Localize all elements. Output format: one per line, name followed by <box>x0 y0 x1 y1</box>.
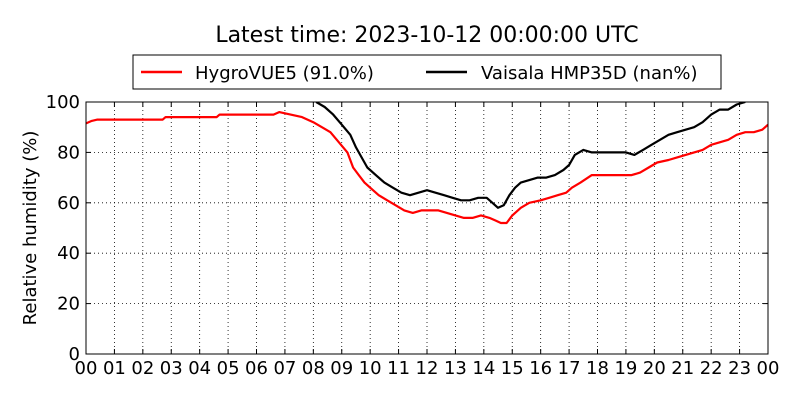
x-tick-label: 17 <box>558 358 581 379</box>
x-tick-label: 00 <box>757 358 780 379</box>
x-tick-label: 00 <box>75 358 98 379</box>
x-tick-label: 06 <box>245 358 268 379</box>
x-tick-label: 18 <box>586 358 609 379</box>
x-tick-label: 15 <box>501 358 524 379</box>
x-tick-label: 21 <box>671 358 694 379</box>
x-tick-label: 04 <box>188 358 211 379</box>
x-tick-label: 11 <box>387 358 410 379</box>
grid <box>86 102 768 354</box>
legend: HygroVUE5 (91.0%) Vaisala HMP35D (nan%) <box>132 54 722 90</box>
x-tick-label: 08 <box>302 358 325 379</box>
x-tick-label: 03 <box>160 358 183 379</box>
y-tick-label: 80 <box>57 142 80 163</box>
y-tick-label: 100 <box>46 92 80 113</box>
plot-frame <box>85 101 769 355</box>
x-tick-label: 23 <box>728 358 751 379</box>
x-tick-label: 20 <box>643 358 666 379</box>
x-tick-label: 01 <box>103 358 126 379</box>
x-tick-label: 22 <box>700 358 723 379</box>
y-tick-label: 40 <box>57 243 80 264</box>
y-tick-label: 60 <box>57 193 80 214</box>
series-line-hygrovue5 <box>86 110 768 225</box>
x-tick-label: 05 <box>217 358 240 379</box>
series-line-vaisala <box>315 102 746 209</box>
chart-title: Latest time: 2023-10-12 00:00:00 UTC <box>215 23 638 48</box>
x-tick-label: 02 <box>131 358 154 379</box>
x-tick-label: 16 <box>529 358 552 379</box>
y-axis-label: Relative humidity (%) <box>20 131 41 326</box>
series-layer <box>86 102 768 225</box>
x-tick-label: 10 <box>359 358 382 379</box>
y-tick-label: 20 <box>57 294 80 315</box>
x-tick-label: 07 <box>273 358 296 379</box>
x-tick-label: 14 <box>472 358 495 379</box>
x-tick-label: 09 <box>330 358 353 379</box>
y-tick-label: 0 <box>69 344 80 365</box>
x-tick-label: 13 <box>444 358 467 379</box>
x-tick-label: 19 <box>614 358 637 379</box>
legend-label-vaisala: Vaisala HMP35D (nan%) <box>481 63 698 84</box>
x-tick-label: 12 <box>416 358 439 379</box>
ticks: 00 01 02 03 04 05 06 07 08 09 10 11 12 13 14 15 16 17 18 19… <box>46 92 780 379</box>
legend-label-hygrovue5: HygroVUE5 (91.0%) <box>195 63 374 84</box>
